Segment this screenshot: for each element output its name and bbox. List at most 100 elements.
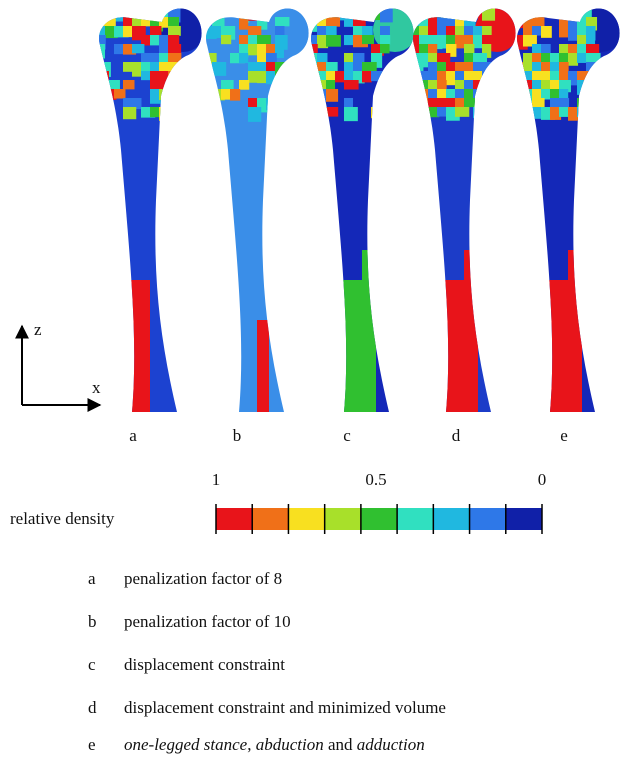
density-patch: [362, 8, 373, 18]
density-patch: [532, 80, 543, 90]
femur-density-map: [413, 8, 516, 413]
density-patch: [541, 89, 553, 100]
density-patch: [482, 80, 494, 95]
density-patch: [464, 17, 476, 32]
density-patch: [344, 107, 358, 122]
density-patch: [419, 53, 431, 68]
density-patch: [419, 17, 431, 28]
density-patch: [464, 98, 477, 108]
density-patch: [413, 107, 422, 122]
colorbar-label: relative density: [10, 509, 115, 528]
density-patch: [141, 17, 156, 27]
density-patch: [550, 89, 560, 102]
density-patch: [212, 62, 227, 76]
density-patch: [577, 107, 588, 118]
density-patch: [428, 62, 441, 74]
density-patch: [380, 44, 390, 54]
colorbar-segment: [469, 508, 506, 530]
density-patch: [559, 71, 571, 86]
x-axis-label: x: [92, 378, 101, 397]
density-patch: [437, 53, 451, 65]
density-patch: [248, 71, 261, 83]
density-patch: [559, 26, 571, 38]
density-patch: [150, 107, 162, 118]
density-patch: [413, 89, 421, 99]
density-patch: [168, 35, 180, 50]
density-patch: [419, 107, 429, 122]
density-patch: [455, 71, 469, 83]
density-patch: [248, 62, 262, 73]
panel-label: e: [560, 426, 568, 445]
density-patch: [326, 8, 337, 19]
panel-label: d: [452, 426, 461, 445]
density-patch: [586, 17, 598, 31]
density-patch: [141, 107, 156, 118]
density-patch: [482, 71, 496, 84]
density-patch: [311, 89, 320, 100]
femur: [311, 8, 414, 413]
density-patch: [568, 44, 579, 59]
density-patch: [159, 107, 174, 121]
density-patch: [326, 89, 339, 102]
density-patch: [311, 44, 318, 58]
density-patch: [482, 8, 496, 21]
legend-key: a: [88, 569, 96, 588]
legend-text-part: abduction: [256, 735, 324, 754]
density-patch: [550, 53, 561, 64]
legend-key: c: [88, 655, 96, 674]
density-patch: [266, 53, 277, 64]
colorbar-segment: [360, 508, 398, 530]
density-patch: [275, 44, 285, 59]
density-patch: [275, 26, 285, 37]
legend-text: displacement constraint and minimized vo…: [124, 698, 446, 717]
density-patch: [517, 8, 525, 23]
density-patch: [141, 35, 151, 46]
density-patch: [344, 17, 355, 27]
colorbar-tick-label: 0: [538, 470, 547, 489]
legend-text-part: and: [324, 735, 357, 754]
density-patch: [371, 53, 383, 68]
density-patch: [317, 53, 328, 67]
density-patch: [413, 26, 421, 39]
density-patch: [455, 62, 465, 72]
density-patch: [586, 62, 601, 77]
density-patch: [455, 8, 469, 20]
density-patch: [99, 26, 111, 38]
density-patch: [132, 98, 142, 110]
femur: [99, 8, 202, 413]
density-patch: [99, 44, 106, 59]
density-patch: [353, 62, 363, 75]
density-patch: [482, 62, 495, 77]
density-patch: [105, 80, 120, 92]
density-patch: [159, 53, 171, 66]
density-patch: [317, 80, 329, 91]
density-patch: [559, 89, 569, 101]
density-patch: [523, 107, 535, 122]
density-patch: [275, 80, 287, 92]
density-patch: [577, 53, 587, 63]
density-patch: [326, 35, 341, 47]
panel-label: a: [129, 426, 137, 445]
density-patch: [586, 89, 597, 103]
density-patch: [362, 35, 375, 45]
density-patch: [413, 98, 422, 113]
density-patch: [559, 98, 570, 111]
colorbar-segment: [397, 508, 434, 530]
density-patch: [413, 35, 423, 46]
density-patch: [221, 35, 232, 45]
density-patch: [344, 98, 354, 110]
density-patch: [482, 89, 495, 103]
legend-text: one-legged stance, abduction and adducti…: [124, 735, 425, 754]
density-patch: [464, 250, 478, 413]
density-patch: [455, 17, 466, 30]
density-patch: [550, 8, 560, 18]
density-patch: [538, 280, 568, 413]
colorbar-segment: [288, 508, 325, 530]
density-patch: [257, 17, 268, 30]
density-patch: [559, 62, 569, 73]
density-patch: [550, 71, 561, 82]
density-patch: [413, 53, 425, 66]
density-patch: [437, 62, 451, 73]
density-patch: [168, 89, 180, 102]
